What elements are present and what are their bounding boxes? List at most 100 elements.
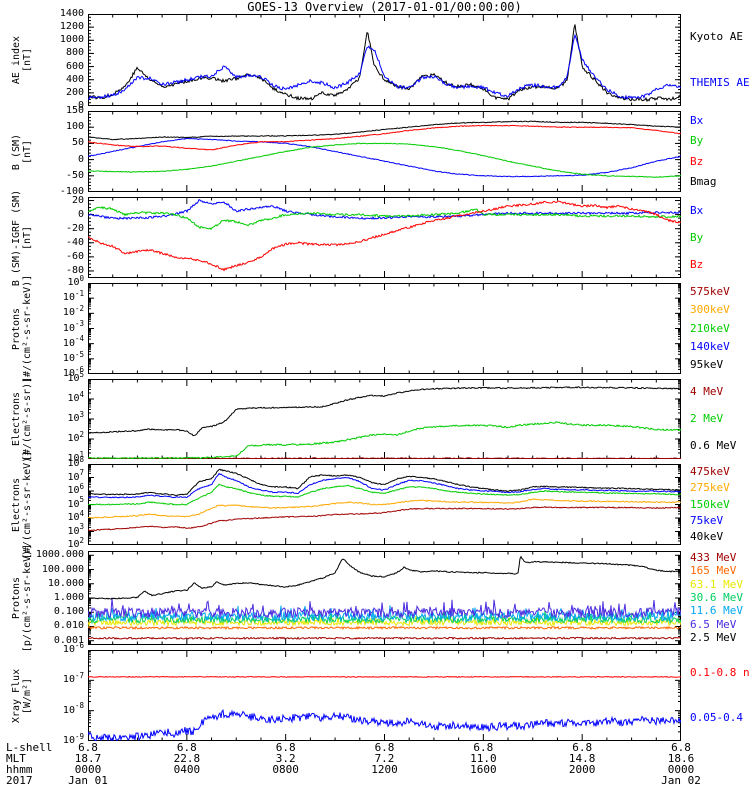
axis-value-l-shell: 6.8 [671, 741, 691, 754]
y-tick-label: 102 [67, 535, 84, 550]
y-tick-label: 50 [71, 137, 84, 149]
legend-575kev: 575keV [690, 285, 730, 299]
axis-value-hhmm: 0000 [667, 763, 695, 776]
y-tick-label: 10-8 [62, 701, 84, 716]
y-tick-label: 105 [67, 369, 84, 384]
axis-value-mlt: 18.7 [74, 752, 102, 765]
y-tick-label: 0.001 [53, 634, 84, 646]
y-tick-label: 800 [65, 47, 84, 59]
y-tick-label: 10-7 [62, 671, 84, 686]
y-tick-label: 10-5 [62, 349, 84, 364]
y-tick-label: 150 [65, 105, 84, 116]
series-275kev [88, 498, 681, 519]
panel-protons-kev-ylabel: Protons [#/(cm²-s-sr-keV)] [11, 274, 33, 383]
legend-4-mev: 4 MeV [690, 385, 724, 399]
legend-by: By [690, 134, 704, 148]
legend-6.5-mev: 6.5 MeV [690, 617, 737, 631]
series-by [88, 205, 681, 231]
legend-0.6-mev: 0.6 MeV [690, 438, 737, 452]
plot-title: GOES-13 Overview (2017-01-01/00:00:00) [247, 0, 522, 14]
legend-433-mev: 433 MeV [690, 550, 737, 564]
legend-bx: Bx [690, 203, 704, 217]
y-tick-label: 1000.000 [35, 549, 84, 561]
y-tick-label: 104 [67, 508, 84, 523]
y-tick-label: 102 [67, 429, 84, 444]
y-tick-label: 104 [67, 389, 84, 404]
y-tick-label: 10-6 [62, 364, 84, 379]
series-0.1-0.8-nm [88, 675, 681, 678]
axis-value-hhmm: 0000 [74, 763, 102, 776]
y-tick-label: 0.010 [53, 620, 84, 632]
axis-row-header-hhmm: hhmm [6, 763, 33, 776]
axis-value-l-shell: 6.8 [176, 741, 197, 754]
panel-ae-index-plot [88, 14, 681, 106]
y-tick-label: 1200 [59, 21, 84, 33]
panel-b-sm-igrf-ylabel: B (SM)-IGRF (SM) [nT] [11, 189, 33, 286]
y-tick-label: 103 [67, 409, 84, 424]
y-tick-label: 103 [67, 522, 84, 537]
series-themis-ae [88, 33, 681, 101]
series-bz [88, 200, 681, 272]
y-tick-label: 0 [77, 208, 84, 220]
legend-95kev: 95keV [690, 357, 724, 371]
panel-xray-flux-plot [88, 650, 681, 741]
y-tick-label: 1000 [59, 34, 84, 46]
panel-electrons-mev-ylabel: Electrons [#/(cm²-s-sr)] [11, 376, 33, 462]
axis-value-mlt: 18.6 [667, 752, 695, 765]
legend-bz: Bz [690, 154, 704, 168]
axis-value-l-shell: 6.8 [275, 741, 296, 754]
panel-electrons-kev-ylabel: Electrons [#/(cm²-s-sr-keV)] [11, 450, 33, 559]
series-bz [88, 124, 681, 151]
panel-b-sm-ylabel: B (SM) [nT] [11, 133, 33, 170]
axis-value-hhmm: 1600 [470, 763, 497, 776]
y-tick-label: -20 [65, 222, 84, 234]
legend-0.05-0.4-nm: 0.05-0.4 nm [690, 711, 750, 725]
y-tick-label: -100 [59, 186, 84, 197]
axis-value-mlt: 7.2 [374, 752, 395, 765]
axis-row-header-2017: 2017 [6, 774, 33, 787]
series-by [88, 142, 681, 178]
y-tick-label: 400 [65, 73, 84, 85]
y-tick-label: 100 [65, 121, 84, 133]
y-tick-label: 0 [77, 100, 84, 111]
legend-2-mev: 2 MeV [690, 412, 724, 425]
y-tick-label: 10-2 [62, 304, 84, 319]
legend-40kev: 40keV [690, 529, 724, 543]
panel-protons-mev-ylabel: Protons [p/(cm²-s-sr-keV)] [11, 543, 33, 653]
axis-value-mlt: 14.8 [568, 752, 596, 765]
series-6.5-mev [88, 598, 681, 620]
y-tick-label: 20 [71, 194, 84, 206]
y-tick-label: 108 [67, 454, 84, 469]
series-2.5-mev [88, 555, 681, 600]
y-tick-label: 10-4 [62, 334, 84, 349]
y-tick-label: 100 [67, 273, 84, 288]
y-tick-label: 107 [67, 468, 84, 483]
series-75kev [88, 472, 681, 499]
legend-75kev: 75keV [690, 513, 724, 527]
y-tick-label: -80 [65, 264, 84, 276]
y-tick-label: 101 [67, 449, 84, 464]
legend-475kev: 475keV [690, 465, 730, 479]
axis-value-mlt: 11.0 [470, 752, 497, 765]
panel-b-sm-plot [88, 111, 681, 192]
legend-210kev: 210keV [690, 321, 730, 335]
y-tick-label: 105 [67, 495, 84, 510]
axis-value-l-shell: 6.8 [473, 741, 494, 754]
y-tick-label: 0 [77, 153, 84, 165]
y-tick-label: 200 [65, 86, 84, 98]
panel-protons-mev-plot [88, 551, 681, 645]
axis-value-hhmm: 2000 [568, 763, 596, 776]
axis-value-2017: Jan 01 [68, 774, 108, 787]
y-tick-label: 1.000 [53, 592, 84, 603]
series-bx [88, 199, 681, 220]
y-tick-label: -40 [65, 236, 84, 248]
axis-value-hhmm: 0400 [173, 763, 201, 776]
series-bx [88, 137, 681, 178]
legend-themis-ae: THEMIS AE [690, 76, 750, 89]
legend-0.1-0.8-nm: 0.1-0.8 nm [690, 665, 750, 679]
series-bmag [88, 120, 681, 141]
legend-300kev: 300keV [690, 303, 730, 317]
axis-row-header-mlt: MLT [6, 752, 26, 765]
legend-275kev: 275keV [690, 481, 730, 495]
